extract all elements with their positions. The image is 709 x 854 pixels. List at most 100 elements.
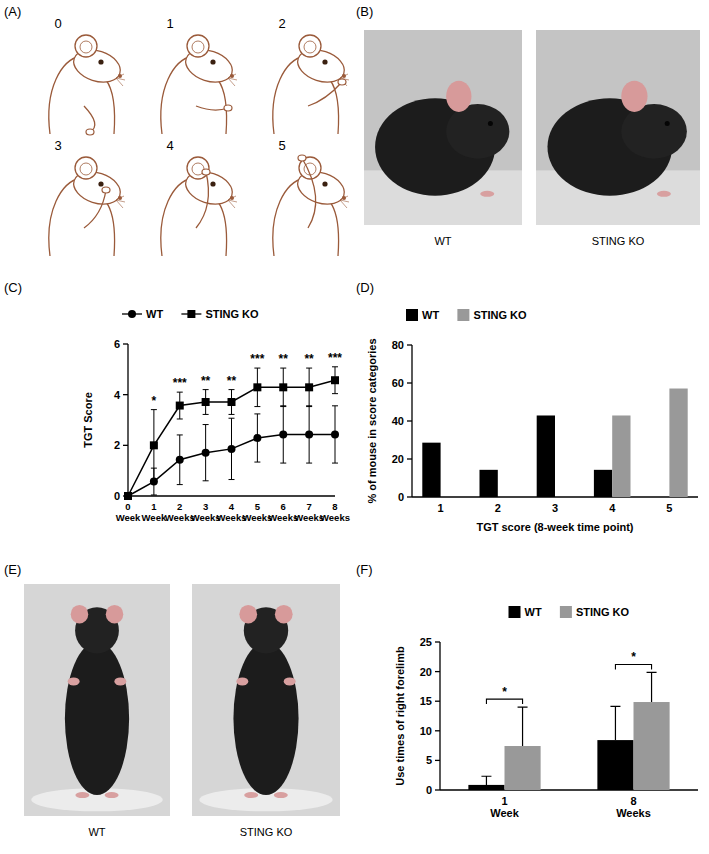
significance-label: *** (250, 352, 264, 366)
mouse-paw (102, 187, 110, 193)
bar (612, 415, 630, 497)
y-axis-title: % of mouse in score categories (366, 338, 378, 503)
panel-letter: (A) (4, 4, 21, 19)
mouse-whisker (228, 78, 235, 86)
photo-mouse-foot (105, 792, 119, 798)
mouse-ear (299, 35, 321, 57)
plot-marks (422, 389, 687, 497)
error-bar (254, 414, 260, 462)
x-tick-label-line: 1 (501, 795, 507, 807)
error-bar (151, 410, 157, 481)
legend-swatch (457, 309, 469, 321)
photo-mouse-eye (488, 121, 493, 126)
error-bar (203, 390, 209, 415)
mouse-paw (298, 155, 306, 161)
point-marker (331, 430, 339, 438)
x-tick-label-line: 5 (666, 502, 672, 514)
y-tick-label: 0 (398, 491, 404, 503)
photo-background (364, 30, 522, 225)
y-tick-label: 5 (426, 754, 432, 766)
mouse-back (106, 202, 115, 256)
chart-line: 0246TGT Score0Week1Week2Weeks3Weeks4Week… (82, 308, 350, 523)
mouse-whisker (228, 200, 235, 208)
chart-bar: 020406080% of mouse in score categories1… (366, 309, 698, 533)
photo-mouse-paw (284, 677, 296, 685)
significance-label: ** (279, 352, 289, 366)
x-tick-label-line: 0 (125, 501, 130, 512)
point-marker (202, 449, 210, 457)
mouse-ear-inner (192, 41, 204, 53)
significance-bracket (615, 664, 651, 669)
significance-label: *** (173, 376, 187, 390)
point-marker (253, 434, 261, 442)
point-marker (305, 383, 313, 391)
bar (468, 785, 504, 790)
point-marker (305, 430, 313, 438)
plot-marks (124, 367, 339, 500)
y-tick (123, 343, 128, 344)
photo-mouse-head (621, 104, 687, 159)
photo-mouse-eye (665, 121, 670, 126)
x-tick-label: 4 (609, 502, 616, 514)
photo-caption: STING KO (240, 826, 293, 838)
photo-background (192, 584, 340, 816)
x-tick-label-line: 3 (203, 501, 208, 512)
bar (505, 746, 541, 790)
bar (555, 497, 573, 498)
x-tick-label: 2 (495, 502, 501, 514)
bar (422, 443, 440, 497)
mouse-whisker (340, 200, 347, 208)
error-bar (177, 392, 183, 419)
y-tick (435, 641, 440, 642)
mouse-forelimb (84, 106, 95, 132)
error-bar (280, 406, 286, 463)
bar (537, 415, 555, 497)
photo-mouse-ear (106, 605, 124, 624)
photo-mouse-ear (71, 605, 89, 624)
photo-mouse-foot (274, 792, 288, 798)
y-tick-label: 15 (420, 695, 432, 707)
mouse-forelimb (196, 172, 208, 228)
photo-mouse-foot (75, 792, 89, 798)
error-bar (518, 707, 528, 746)
photo-background (536, 30, 700, 225)
bar (594, 470, 612, 497)
legend: WTSTING KO (122, 308, 259, 320)
x-tick-label-line: Weeks (320, 512, 350, 523)
photo-caption: WT (434, 235, 451, 247)
significance-label: * (631, 650, 636, 664)
mouse-eye (322, 181, 327, 186)
mouse-paw (338, 79, 346, 85)
y-tick (407, 496, 412, 497)
significance-label: * (152, 394, 157, 408)
panel-a: 012345 (49, 16, 349, 256)
legend: WTSTING KO (509, 606, 630, 618)
point-marker (253, 383, 261, 391)
point-marker (228, 398, 236, 406)
x-tick-label-line: 8 (630, 795, 636, 807)
point-marker (176, 456, 184, 464)
y-tick-label: 0 (114, 490, 120, 502)
mouse-paw (224, 105, 232, 111)
error-bar (306, 368, 312, 407)
bar (597, 740, 633, 790)
significance-label: ** (227, 374, 237, 388)
y-axis-line (127, 344, 128, 496)
mouse-ear-inner (80, 163, 92, 175)
bar (634, 702, 670, 790)
point-marker (124, 492, 132, 500)
y-tick-label: 10 (420, 725, 432, 737)
y-tick (407, 382, 412, 383)
mouse-paw (202, 169, 210, 175)
mouse-eye (322, 59, 327, 64)
mouse-ear-inner (304, 41, 316, 53)
significance-label: *** (328, 351, 342, 365)
panel-letter: (D) (356, 280, 374, 295)
legend-swatch (509, 606, 521, 618)
significance-label: ** (304, 352, 314, 366)
y-tick-label: 4 (114, 389, 121, 401)
error-bar (280, 368, 286, 407)
x-tick-label: 5 (666, 502, 672, 514)
error-bar (332, 367, 338, 394)
x-tick-label-line: 2 (177, 501, 182, 512)
